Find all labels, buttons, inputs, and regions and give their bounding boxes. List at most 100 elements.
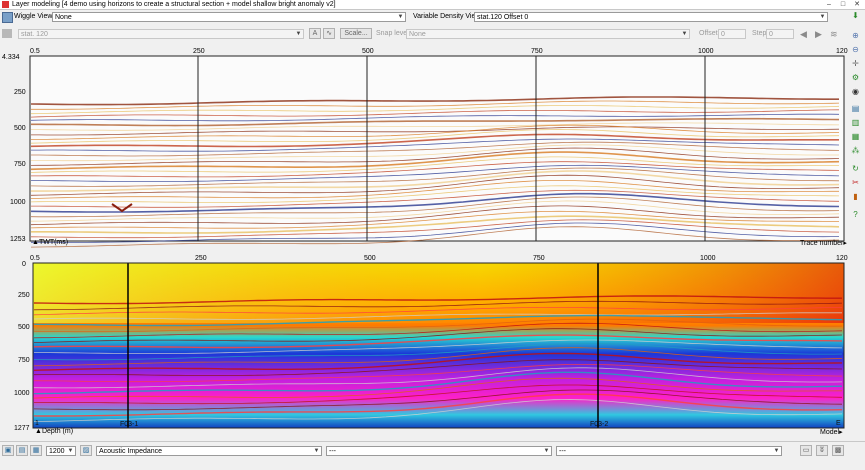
seismic-icon[interactable]: ≋ [830,29,838,39]
reflector-line [30,96,839,106]
reflector-line [31,138,840,152]
y-tick: 500 [18,324,30,331]
close-button[interactable]: ✕ [850,0,864,9]
trace-gridlines [197,56,706,241]
step-input[interactable]: 0 [766,29,794,39]
x-tick: 500 [362,48,374,55]
title-bar: Layer modeling [4 demo using horizons to… [0,0,865,10]
reflector-line [30,180,839,199]
y-tick: 750 [18,357,30,364]
reflector-line [30,210,839,229]
waveform-tool-icon[interactable]: ∿ [323,28,335,39]
run-icon[interactable]: ⬇ [852,11,859,20]
y-tick: 500 [14,125,26,132]
chevron-down-icon: ▼ [67,448,74,454]
zoom-out-icon[interactable]: ⊖ [852,45,859,54]
wiggle-view-select[interactable]: None ▼ [52,12,406,22]
secondary-select[interactable]: --- ▼ [326,446,552,456]
variable-density-select[interactable]: stat.120 Offset 0 ▼ [474,12,828,22]
x-tick: 0.5 [30,48,40,55]
well-label: F03-2 [590,421,609,428]
reflector-line [31,100,840,110]
wiggle-panel: 0.5 250 500 750 1000 120 4.334 250 500 7… [0,44,848,252]
maximize-button[interactable]: □ [840,1,846,8]
chevron-down-icon: ▼ [295,31,302,37]
secondary-value: --- [329,448,336,455]
save-icon[interactable]: ▤ [851,104,860,113]
text-tool-icon[interactable]: A [309,28,321,39]
y-tick: 4.334 [2,54,20,61]
model-display[interactable] [0,253,847,439]
y-axis-label: ▲TWT(ms) [32,239,69,246]
wiggle-display[interactable] [0,44,847,252]
arrow-left-icon[interactable]: ◀ [800,29,807,39]
y-tick: 1000 [10,199,26,206]
snap-level-select[interactable]: None ▼ [406,29,690,39]
colorbar-icon[interactable]: ▮ [853,192,858,201]
variable-density-value: stat.120 Offset 0 [477,14,529,21]
property-select[interactable]: Acoustic Impedance ▼ [96,446,322,456]
settings-icon[interactable]: ⚙ [851,73,860,82]
y-tick: 750 [14,161,26,168]
x-tick: 500 [364,255,376,262]
value-field[interactable]: 1200 ▼ [46,446,76,456]
model-horizon-line [33,352,843,371]
model-horizon-line [33,318,843,333]
app-icon [2,1,9,8]
export-icon[interactable]: ▭ [800,445,812,456]
reflector-line [30,192,840,213]
tertiary-select[interactable]: --- ▼ [556,446,782,456]
model-horizon-line [33,300,843,311]
calc-icon[interactable]: ▨ [80,445,92,456]
reflector-line [30,185,840,203]
reflector-line [30,105,840,115]
model-panel: 0.5 250 500 750 1000 120 0 250 500 750 1… [0,253,848,439]
arrow-right-icon[interactable]: ▶ [815,29,822,39]
y-tick: 1253 [10,236,26,243]
minimize-button[interactable]: – [827,1,831,8]
table-icon[interactable]: ▦ [30,445,42,456]
wiggle-icon[interactable]: ʬ [816,445,828,456]
grid-icon[interactable]: ▦ [851,132,860,141]
cut-icon[interactable]: ✂ [852,178,859,187]
scale-button[interactable]: Scale... [340,28,372,39]
reflector-line [30,147,840,166]
reflector-line [30,122,840,131]
y-tick: 1277 [14,425,30,432]
reflector-line [30,124,840,140]
chevron-down-icon: ▼ [819,14,826,20]
crosshair-icon[interactable]: ✛ [852,59,859,68]
trace-value: stat. 120 [21,31,48,38]
model-horizon-line [33,371,843,395]
density-icon[interactable]: ▩ [832,445,844,456]
trace-select[interactable]: stat. 120 ▼ [18,29,304,39]
model-horizon-line [33,306,843,316]
corner-right-label: E [836,420,841,427]
offset-input[interactable]: 0 [718,29,746,39]
model-horizon-line [33,322,843,339]
camera-icon[interactable]: ◉ [852,87,859,96]
reflector-line [30,129,840,144]
tertiary-value: --- [559,448,566,455]
refresh-icon[interactable]: ↻ [852,164,859,173]
snap-level-label: Snap level [376,30,409,37]
zoom-in-icon[interactable]: ⊕ [852,31,859,40]
value-text: 1200 [49,448,65,455]
reflector-line [31,161,840,178]
snap-level-value: None [409,31,426,38]
x-axis-label: Trace number▸ [800,240,847,247]
layers-icon[interactable]: ▥ [851,118,860,127]
open-icon[interactable]: ▣ [2,445,14,456]
chevron-down-icon: ▼ [313,448,320,454]
reflector-line [31,141,840,157]
x-tick: 250 [195,255,207,262]
anomaly-marker [111,203,133,213]
window-title: Layer modeling [4 demo using horizons to… [12,1,336,8]
model-horizon-line [33,328,843,343]
help-icon[interactable]: ? [853,210,858,219]
save-icon[interactable]: ▤ [16,445,28,456]
chevron-down-icon: ▼ [773,448,780,454]
reflector-line [30,174,840,196]
network-icon[interactable]: ⁂ [851,146,860,155]
model-horizon-line [33,393,843,417]
